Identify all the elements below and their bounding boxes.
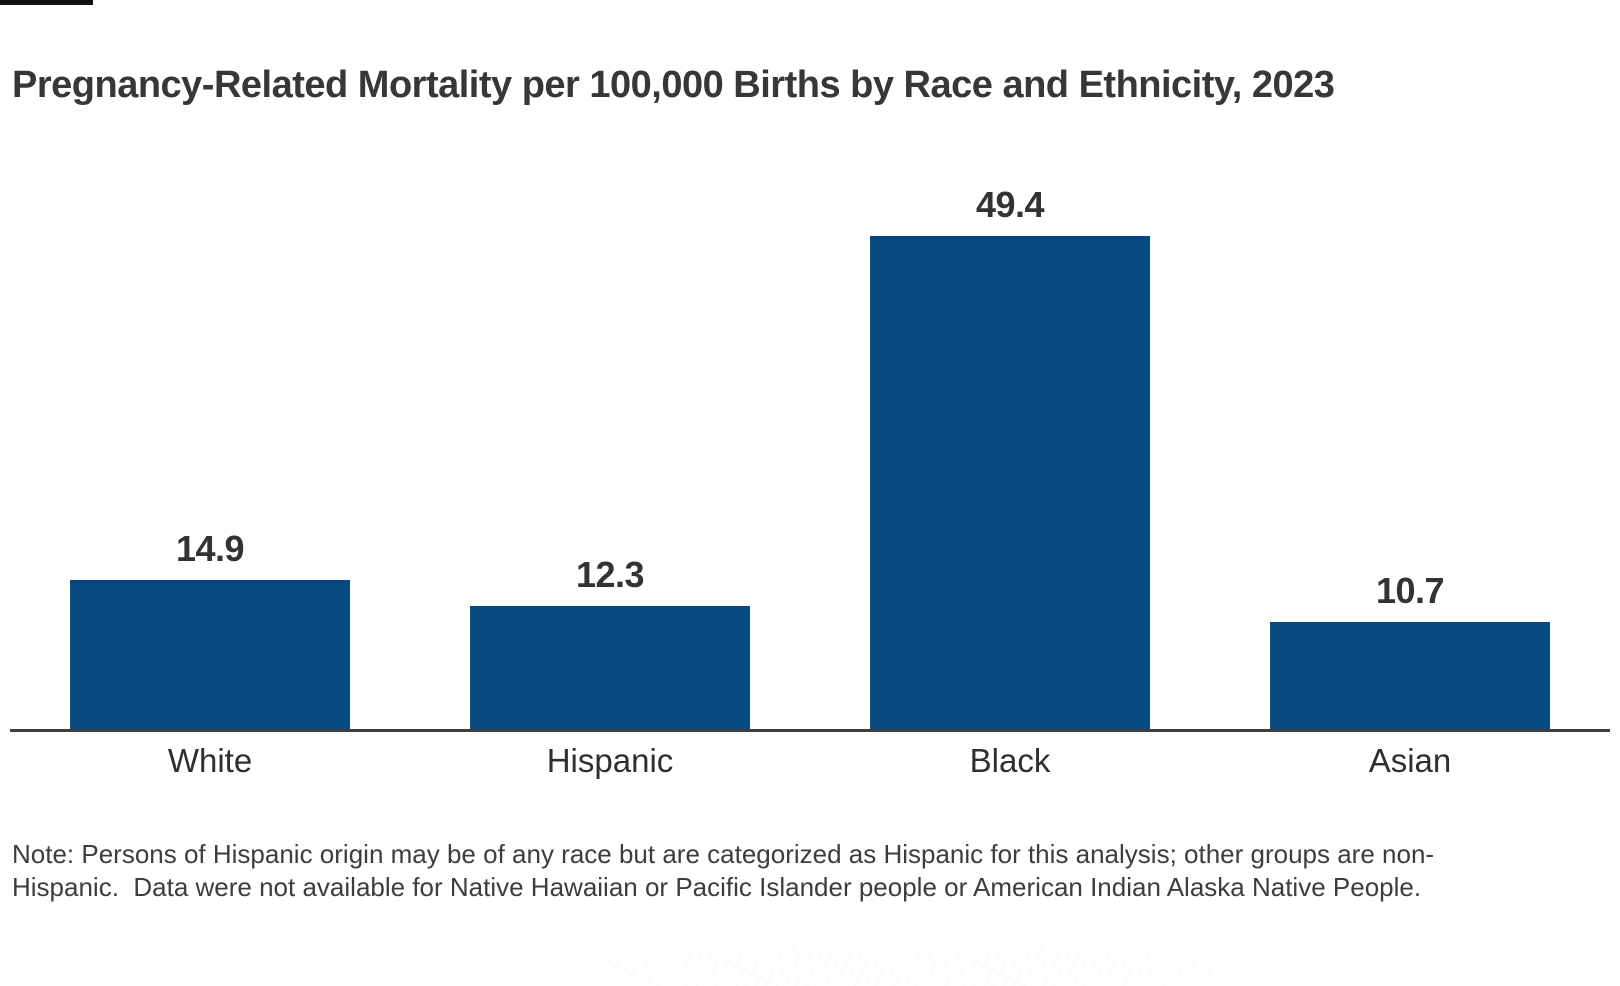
- bar-asian: [1270, 622, 1550, 729]
- x-axis-line: [10, 729, 1610, 732]
- footnote: Note: Persons of Hispanic origin may be …: [12, 838, 1434, 904]
- value-label-hispanic: 12.3: [575, 554, 645, 595]
- bar-hispanic: [470, 606, 750, 729]
- plot-area: 14.9 12.3 49.4 10.7: [10, 184, 1610, 732]
- footnote-line-1: Note: Persons of Hispanic origin may be …: [12, 839, 1435, 869]
- category-label-white: White: [167, 742, 253, 779]
- bar-black: [870, 236, 1150, 729]
- category-label-asian: Asian: [1368, 742, 1452, 779]
- watermark-texture: [470, 938, 1440, 986]
- chart-title: Pregnancy-Related Mortality per 100,000 …: [12, 64, 1335, 106]
- value-label-black: 49.4: [975, 184, 1045, 225]
- top-left-accent-bar: [0, 0, 93, 5]
- bar-white: [70, 580, 350, 729]
- value-label-white: 14.9: [175, 528, 245, 569]
- footnote-line-2: Hispanic. Data were not available for Na…: [12, 872, 1422, 902]
- category-label-hispanic: Hispanic: [546, 742, 674, 779]
- value-label-asian: 10.7: [1375, 570, 1445, 611]
- category-label-black: Black: [969, 742, 1051, 779]
